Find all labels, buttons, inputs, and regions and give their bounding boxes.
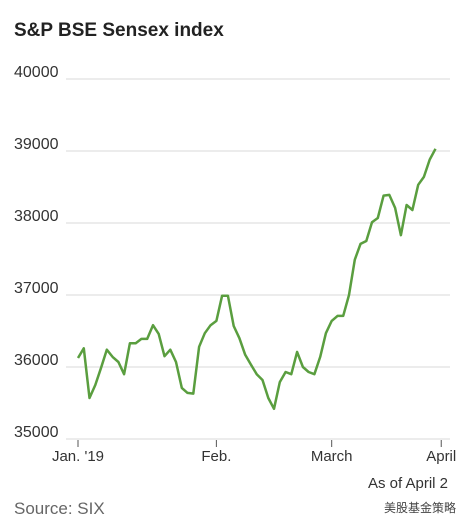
watermark: 美股基金策略 (384, 500, 456, 515)
y-tick-label: 38000 (14, 208, 59, 225)
y-tick-label: 35000 (14, 424, 59, 441)
chart-title: S&P BSE Sensex index (14, 20, 224, 41)
y-tick-label: 37000 (14, 280, 59, 297)
y-tick-label: 39000 (14, 136, 59, 153)
annotation: As of April 2 (368, 475, 448, 492)
data-line (76, 148, 437, 411)
x-tick-label: April (426, 448, 456, 465)
source: Source: SIX (14, 499, 105, 518)
x-tick-label: Feb. (201, 448, 231, 465)
y-tick-label: 40000 (14, 64, 59, 81)
y-tick-label: 36000 (14, 352, 59, 369)
x-tick-label: Jan. '19 (52, 448, 104, 465)
x-tick-label: March (311, 448, 353, 465)
